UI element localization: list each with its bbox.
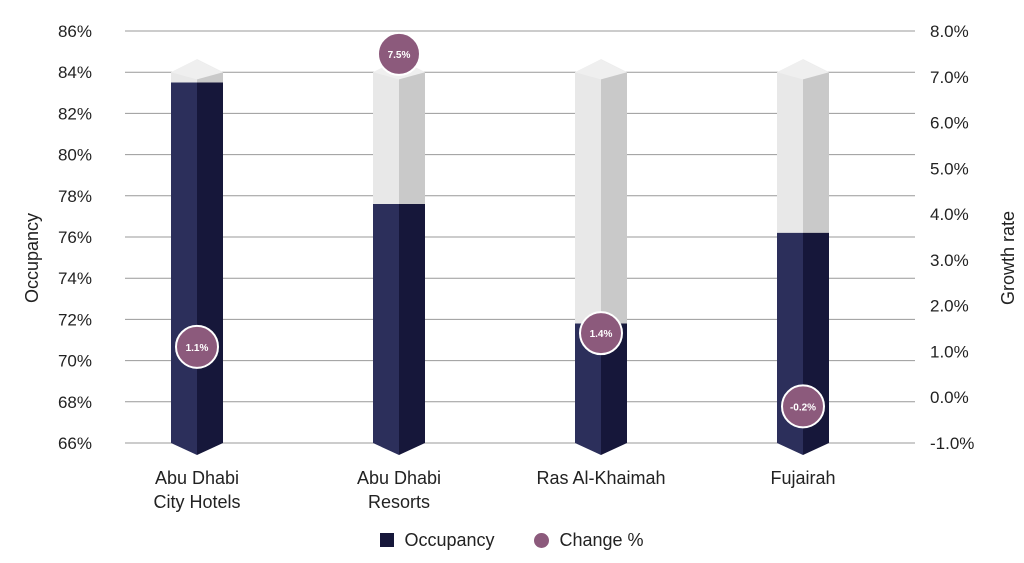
left-tick-label: 82% <box>58 104 92 123</box>
occupancy-bar <box>373 59 425 455</box>
right-tick-label: 2.0% <box>930 297 969 316</box>
change-data-label: 1.1% <box>186 343 209 354</box>
bar-bg-cap <box>171 59 223 80</box>
change-bubble: 1.1% <box>175 324 219 369</box>
bars <box>171 59 829 455</box>
bar-left-face <box>171 82 197 455</box>
change-bubbles: 1.1% 7.5% 1.4% -0.2% <box>175 31 825 429</box>
change-marker <box>579 311 623 356</box>
left-tick-label: 66% <box>58 434 92 453</box>
left-tick-label: 80% <box>58 146 92 165</box>
change-data-label: -0.2% <box>790 402 816 413</box>
bar-bg-cap <box>575 59 627 80</box>
occupancy-bar <box>171 59 223 455</box>
right-tick-label: 8.0% <box>930 22 969 41</box>
right-tick-label: 4.0% <box>930 205 969 224</box>
category-labels: Abu Dhabi City Hotels Abu Dhabi Resorts Ras … <box>153 468 835 512</box>
legend-swatch-change <box>534 532 550 548</box>
bar-right-face <box>399 204 425 455</box>
change-marker <box>377 31 421 76</box>
category-label: Abu Dhabi Resorts <box>357 468 441 512</box>
change-bubble: 7.5% <box>377 31 421 76</box>
category-label: Abu Dhabi City Hotels <box>153 468 240 512</box>
change-marker <box>781 384 825 429</box>
left-tick-label: 72% <box>58 310 92 329</box>
right-tick-label: 3.0% <box>930 251 969 270</box>
occupancy-bar <box>575 59 627 455</box>
legend-item-change: Change % <box>534 529 644 551</box>
left-axis-title: Occupancy <box>22 213 42 303</box>
change-data-label: 1.4% <box>590 329 613 340</box>
left-tick-label: 68% <box>58 393 92 412</box>
right-tick-label: -1.0% <box>930 434 974 453</box>
category-label: Ras Al-Khaimah <box>536 468 665 488</box>
bar-left-face <box>373 204 399 455</box>
right-axis-title: Growth rate <box>998 211 1018 305</box>
bar-right-face <box>601 323 627 455</box>
right-axis-ticks: -1.0% 0.0% 1.0% 2.0% 3.0% 4.0% 5.0% 6.0% 7.0% 8.0… <box>930 22 974 453</box>
change-data-label: 7.5% <box>388 50 411 61</box>
right-tick-label: 7.0% <box>930 68 969 87</box>
left-axis-ticks: 66% 68% 70% 72% 74% 76% 78% 80% 82% 84% 86% <box>58 22 92 453</box>
right-tick-label: 6.0% <box>930 114 969 133</box>
bar-bg-cap <box>777 59 829 80</box>
bar-left-face <box>575 323 601 455</box>
left-tick-label: 86% <box>58 22 92 41</box>
occupancy-bar <box>777 59 829 455</box>
left-tick-label: 76% <box>58 228 92 247</box>
right-tick-label: 5.0% <box>930 159 969 178</box>
change-bubble: 1.4% <box>579 311 623 356</box>
left-tick-label: 70% <box>58 352 92 371</box>
change-bubble: -0.2% <box>781 384 825 429</box>
legend-label-change: Change % <box>559 529 644 550</box>
change-marker <box>175 324 219 369</box>
right-tick-label: 1.0% <box>930 342 969 361</box>
legend: Occupancy Change % <box>0 528 1024 552</box>
legend-item-occupancy: Occupancy <box>380 530 494 551</box>
legend-swatch-occupancy <box>380 533 395 547</box>
right-tick-label: 0.0% <box>930 388 969 407</box>
left-tick-label: 78% <box>58 187 92 206</box>
left-tick-label: 74% <box>58 269 92 288</box>
bar-right-face <box>197 82 223 455</box>
category-label: Fujairah <box>770 468 835 488</box>
left-tick-label: 84% <box>58 63 92 82</box>
legend-label-occupancy: Occupancy <box>404 529 495 550</box>
